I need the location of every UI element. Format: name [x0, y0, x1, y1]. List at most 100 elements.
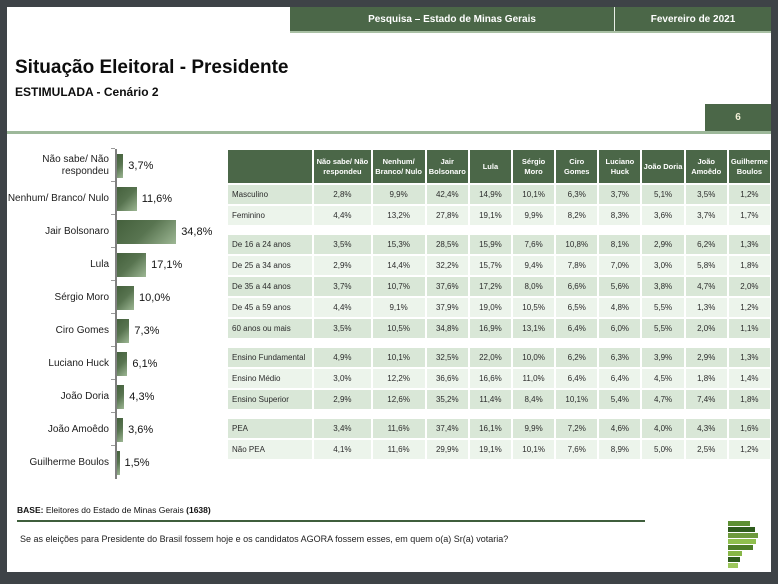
chart-category-label: Ciro Gomes	[55, 324, 109, 336]
table-cell: 17,2%	[468, 276, 513, 297]
chart-category-label: Sérgio Moro	[54, 291, 109, 303]
table-cell: 16,9%	[468, 318, 513, 339]
table-cell: 6,4%	[598, 368, 642, 389]
logo-bar	[728, 563, 738, 568]
table-cell: 8,9%	[598, 439, 642, 460]
table-row-label: Ensino Médio	[227, 368, 314, 389]
table-cell: 2,8%	[313, 184, 372, 205]
table-cell: 6,4%	[555, 368, 599, 389]
table-cell: 6,2%	[555, 347, 599, 368]
table-cell: 3,5%	[313, 318, 372, 339]
table-spacer-row	[227, 339, 771, 347]
chart-row: Lula 17,1%	[7, 247, 229, 281]
table-cell: 7,2%	[555, 418, 599, 439]
table-cell: 4,3%	[684, 418, 728, 439]
table-cell: 14,9%	[468, 184, 513, 205]
chart-value-label: 10,0%	[139, 291, 171, 304]
chart-category-label: Não sabe/ Não respondeu	[42, 154, 109, 177]
logo-bar	[728, 557, 740, 562]
table-cell: 1,8%	[727, 255, 771, 276]
table-cell: 6,0%	[598, 318, 642, 339]
table-cell: 1,2%	[727, 297, 771, 318]
chart-category-label: Guilherme Boulos	[29, 456, 109, 468]
table-row: Ensino Fundamental 4,9% 10,1% 32,5% 22,0% 10,…	[227, 347, 771, 368]
table-cell: 2,5%	[684, 439, 728, 460]
table-cell: 1,3%	[727, 347, 771, 368]
spacer-cell	[227, 226, 771, 234]
page-title: Situação Eleitoral - Presidente	[15, 57, 289, 78]
table-cell: 10,5%	[512, 297, 556, 318]
table-row: De 45 a 59 anos 4,4% 9,1% 37,9% 19,0% 10,5% 6,…	[227, 297, 771, 318]
table-cell: 10,8%	[555, 234, 599, 255]
banner-date: Fevereiro de 2021	[650, 13, 736, 25]
table-cell: 2,9%	[313, 255, 372, 276]
table-row: Ensino Superior 2,9% 12,6% 35,2% 11,4% 8,4% 10…	[227, 389, 771, 410]
chart-bar	[117, 450, 120, 475]
table-row-label: De 35 a 44 anos	[227, 276, 314, 297]
chart-bar	[117, 318, 130, 343]
slide-page: Pesquisa – Estado de Minas Gerais Fevere…	[7, 7, 771, 572]
table-cell: 19,1%	[468, 439, 513, 460]
table-cell: 3,7%	[598, 184, 642, 205]
table-cell: 11,0%	[512, 368, 556, 389]
chart-bar	[117, 285, 134, 310]
table-cell: 16,1%	[468, 418, 513, 439]
banner-divider	[614, 7, 616, 31]
table-cell: 9,9%	[371, 184, 426, 205]
chart-bar	[117, 417, 124, 442]
table-cell: 9,1%	[371, 297, 426, 318]
chart-value-label: 4,3%	[129, 390, 155, 403]
table-cell: 1,3%	[727, 234, 771, 255]
chart-row: Luciano Huck 6,1%	[7, 346, 229, 380]
table-row-label: Ensino Superior	[227, 389, 314, 410]
results-bar-chart: Não sabe/ Não respondeu 3,7% Nenhum/ Branc…	[7, 148, 229, 479]
table-cell: 4,8%	[598, 297, 642, 318]
table-cell: 3,9%	[641, 347, 685, 368]
table-cell: 6,4%	[555, 318, 599, 339]
chart-category-label: João Amoêdo	[47, 423, 109, 435]
table-cell: 5,4%	[598, 389, 642, 410]
table-cell: 11,6%	[371, 418, 426, 439]
logo-bar	[728, 539, 756, 544]
chart-bar	[117, 219, 177, 244]
table-cell: 19,0%	[468, 297, 513, 318]
table-header-cell: João Doria	[641, 149, 685, 184]
table-cell: 8,0%	[512, 276, 556, 297]
logo-bar	[728, 551, 742, 556]
table-cell: 1,8%	[727, 389, 771, 410]
table-cell: 2,9%	[641, 234, 685, 255]
table-cell: 2,9%	[684, 347, 728, 368]
footer-rule	[17, 520, 645, 522]
logo-bar	[728, 521, 750, 526]
table-cell: 6,6%	[555, 276, 599, 297]
chart-row: Jair Bolsonaro 34,8%	[7, 214, 229, 248]
table-cell: 7,4%	[684, 389, 728, 410]
chart-value-label: 1,5%	[124, 456, 150, 469]
table-row: Masculino 2,8% 9,9% 42,4% 14,9% 10,1% 6,3% 3,7%…	[227, 184, 771, 205]
chart-plot-area: 1,5%	[111, 445, 229, 479]
table-cell: 3,4%	[313, 418, 372, 439]
chart-row: Guilherme Boulos 1,5%	[7, 445, 229, 479]
chart-value-label: 17,1%	[151, 258, 183, 271]
table-cell: 3,0%	[313, 368, 372, 389]
table-row: PEA 3,4% 11,6% 37,4% 16,1% 9,9% 7,2% 4,6% 4,0% 4,…	[227, 418, 771, 439]
top-banner: Pesquisa – Estado de Minas Gerais Fevere…	[290, 7, 771, 33]
table-cell: 10,7%	[371, 276, 426, 297]
table-row: De 16 a 24 anos 3,5% 15,3% 28,5% 15,9% 7,6% 10…	[227, 234, 771, 255]
table-cell: 32,5%	[425, 347, 469, 368]
chart-plot-area: 10,0%	[111, 280, 229, 314]
chart-category-label: João Doria	[60, 390, 109, 402]
table-cell: 32,2%	[425, 255, 469, 276]
chart-bar	[117, 186, 137, 211]
table-cell: 9,9%	[512, 418, 556, 439]
table-cell: 1,6%	[727, 418, 771, 439]
table-row-label: De 25 a 34 anos	[227, 255, 314, 276]
table-cell: 10,0%	[512, 347, 556, 368]
table-cell: 12,2%	[371, 368, 426, 389]
logo-bar	[728, 545, 753, 550]
table-row-label: Masculino	[227, 184, 314, 205]
table-cell: 5,5%	[641, 318, 685, 339]
chart-plot-area: 3,6%	[111, 412, 229, 446]
chart-value-label: 3,7%	[128, 159, 154, 172]
table-row-label: PEA	[227, 418, 314, 439]
